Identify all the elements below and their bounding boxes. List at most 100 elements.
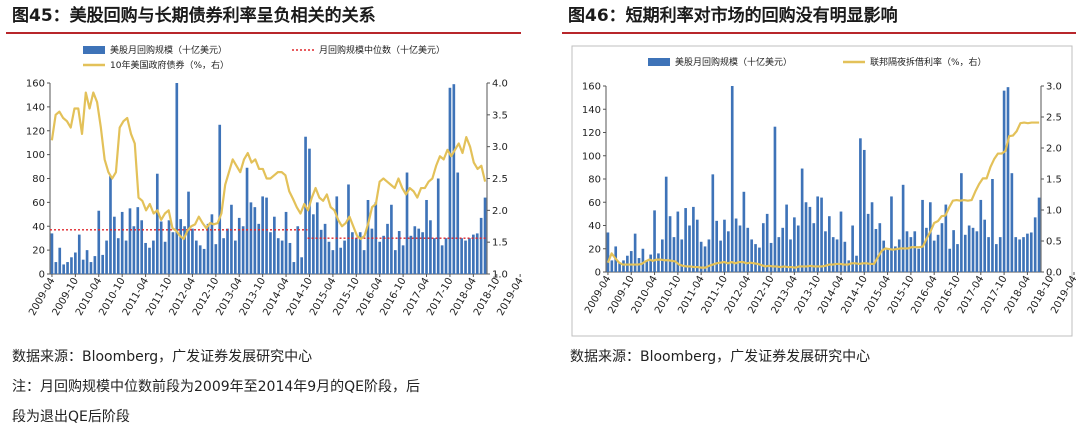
- bar: [393, 250, 397, 275]
- bar: [421, 232, 424, 274]
- bar: [183, 226, 186, 274]
- legend-label: 美股月回购规模（十亿美元）: [675, 56, 792, 68]
- y-tick-label: 20: [588, 244, 601, 255]
- figure-title: 图46：短期利率对市场的回购没有明显影响: [568, 6, 898, 26]
- figure-title: 图45：美股回购与长期债券利率呈负相关的关系: [12, 6, 376, 26]
- y-tick-label: 60: [32, 198, 45, 209]
- bar: [847, 260, 851, 273]
- legend-swatch-bar: [648, 58, 670, 66]
- bar: [1010, 173, 1014, 272]
- rate-line: [50, 91, 487, 241]
- bar: [206, 223, 210, 274]
- bar: [820, 197, 823, 272]
- bar: [269, 232, 272, 274]
- bar: [928, 202, 932, 272]
- bar: [77, 234, 81, 274]
- y2-tick-label: 2.0: [1046, 144, 1062, 155]
- y2-tick-label: 3.5: [492, 110, 508, 121]
- bar: [668, 216, 672, 272]
- bar: [633, 233, 637, 272]
- bar: [472, 234, 475, 274]
- bar: [758, 247, 761, 272]
- y-tick-label: 40: [32, 222, 45, 233]
- bar: [894, 246, 897, 272]
- bar: [746, 227, 750, 272]
- bar: [245, 167, 249, 274]
- bar: [890, 196, 893, 272]
- bar: [824, 231, 827, 272]
- bar: [109, 176, 112, 274]
- bar: [1037, 197, 1041, 272]
- bar: [210, 214, 214, 274]
- bar: [703, 246, 707, 272]
- bar: [70, 257, 73, 274]
- bar: [812, 223, 816, 272]
- bar: [140, 220, 144, 274]
- bar: [366, 199, 370, 274]
- y-tick-label: 140: [582, 105, 601, 116]
- bar: [148, 247, 151, 274]
- bar: [62, 264, 65, 274]
- bar: [468, 238, 471, 274]
- bar: [975, 231, 979, 272]
- bar: [932, 240, 936, 272]
- y2-tick-label: 1.5: [1046, 175, 1062, 186]
- bar: [284, 211, 288, 274]
- bar: [761, 223, 765, 272]
- bar: [925, 227, 928, 272]
- bar: [362, 250, 366, 275]
- y-tick-label: 120: [26, 126, 45, 137]
- bar: [641, 248, 645, 272]
- bar: [723, 219, 726, 272]
- bar: [479, 217, 483, 274]
- bar: [448, 87, 452, 274]
- bar: [851, 225, 854, 272]
- bar: [81, 259, 85, 274]
- y2-tick-label: 1.5: [492, 238, 508, 249]
- bar: [413, 226, 417, 274]
- bar: [831, 237, 835, 273]
- bar: [241, 226, 245, 274]
- chart-46: 0 20 40 60 80 100 120 140 160 0.0 0.5 1.0 1.5 2.0 2.5 3…: [571, 45, 1076, 337]
- bar: [859, 138, 862, 272]
- y-tick-label: 60: [588, 198, 601, 209]
- bar: [843, 241, 847, 272]
- bar: [440, 245, 444, 274]
- bar: [983, 219, 986, 272]
- bar: [280, 240, 284, 274]
- figure-45: 图45：美股回购与长期债券利率呈负相关的关系 0 20 40 60 80 100 120 14…: [0, 0, 525, 425]
- bar: [273, 216, 276, 274]
- bar: [97, 210, 101, 274]
- bar: [711, 174, 715, 272]
- bar: [695, 219, 699, 272]
- y2-tick-label: 2.5: [1046, 113, 1062, 124]
- bar: [327, 241, 331, 274]
- bar: [175, 83, 179, 274]
- bar: [688, 225, 691, 272]
- bar: [789, 239, 792, 272]
- y-tick-label: 0: [39, 270, 45, 281]
- bar: [967, 225, 971, 272]
- bar: [862, 149, 866, 272]
- bar: [425, 199, 428, 274]
- bar: [987, 237, 990, 273]
- y2-tick-label: 1.0: [492, 270, 508, 281]
- y-tick-label: 140: [26, 102, 45, 113]
- bar: [132, 226, 136, 274]
- bar: [680, 239, 684, 272]
- bar: [1002, 90, 1006, 273]
- bar: [979, 199, 983, 272]
- bar: [194, 240, 198, 274]
- bar: [222, 238, 225, 274]
- bar: [202, 248, 206, 274]
- bar: [1022, 237, 1025, 273]
- chart-45: 0 20 40 60 80 100 120 140 160 1.0 1.5 2.0 2.5 3.0 3.5 4…: [26, 44, 525, 318]
- bar: [444, 238, 448, 274]
- bar: [405, 172, 409, 274]
- bar: [676, 211, 680, 272]
- bar: [692, 206, 695, 272]
- bar: [622, 260, 625, 273]
- bar: [944, 204, 948, 272]
- y2-tick-label: 3.0: [1046, 82, 1062, 93]
- bar: [230, 204, 233, 274]
